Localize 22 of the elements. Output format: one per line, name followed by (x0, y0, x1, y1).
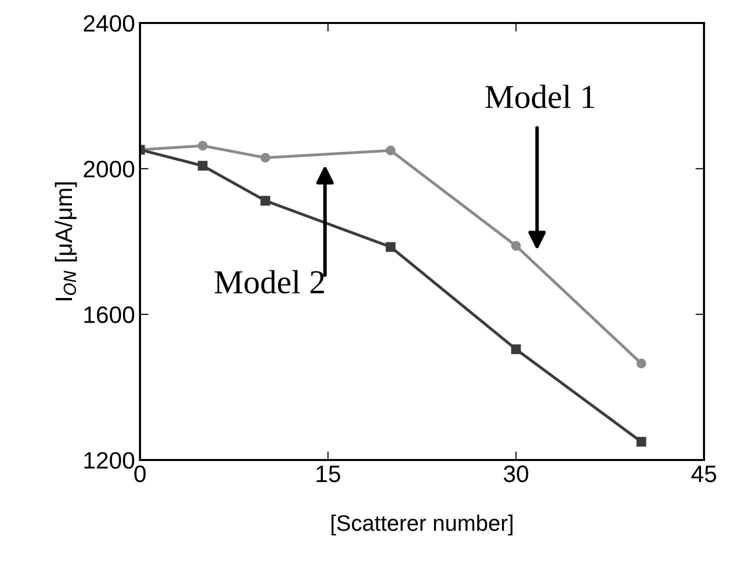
point (386, 146, 396, 156)
y-tick-label: 1600 (84, 306, 134, 324)
point (198, 140, 208, 151)
point (260, 152, 270, 163)
y-tick-label: 2000 (84, 160, 134, 178)
x-tick-label: 0 (134, 465, 146, 482)
x-tick-label: 15 (316, 466, 340, 482)
y-tick-label: 1200 (84, 452, 134, 469)
point (636, 358, 646, 368)
x-tick-label: 30 (504, 465, 528, 482)
annotation: Model 2 (214, 270, 324, 294)
x-axis-title: [Scatterer number] (332, 514, 512, 536)
x-tick-label: 45 (691, 466, 716, 482)
point (386, 242, 396, 252)
point (636, 436, 646, 447)
y-axis-title: I$_{ON}$ [μA/μm] (54, 182, 77, 300)
point (198, 160, 208, 171)
y-tick-label: 2400 (84, 15, 134, 32)
annotation: Model 1 (485, 84, 594, 108)
point (260, 196, 270, 206)
point (511, 241, 521, 251)
point (511, 344, 521, 354)
